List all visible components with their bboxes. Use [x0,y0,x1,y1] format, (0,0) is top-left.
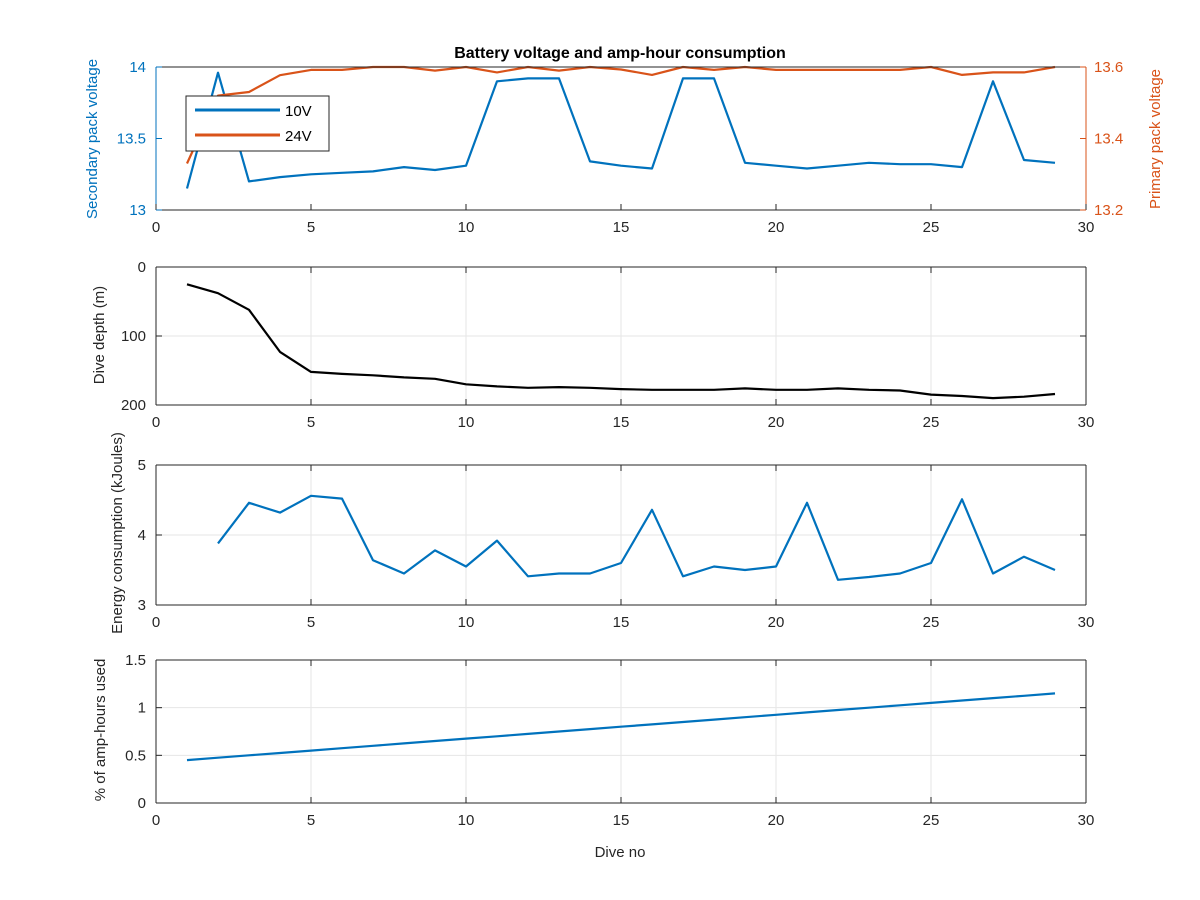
energy-x-tick-label: 30 [1078,614,1095,631]
primary-voltage-axis-label: Primary pack voltage [1147,69,1164,209]
voltage-y2-tick-label: 13.4 [1094,131,1123,148]
x-axis-label: Dive no [595,844,646,861]
energy-x-tick-label: 20 [768,614,785,631]
voltage-x-tick-label: 10 [458,219,475,236]
depth-x-tick-label: 5 [307,414,315,431]
voltage-series-line-24v [185,65,1056,164]
energy-y-tick-label: 4 [138,527,146,544]
voltage-y2-tick-label: 13.6 [1094,59,1123,76]
energy-x-tick-label: 5 [307,614,315,631]
amphours-x-tick-label: 30 [1078,812,1095,829]
energy-x-tick-label: 25 [923,614,940,631]
voltage-y-tick-label: 13.5 [117,131,146,148]
voltage-x-tick-label: 15 [613,219,630,236]
voltage-y-tick-label: 13 [129,202,146,219]
amphours-x-tick-label: 25 [923,812,940,829]
depth-panel: Dive depth (m) 0 5 10 15 20 25 30 0 100 200 [91,259,1094,431]
voltage-x-tick-label: 5 [307,219,315,236]
voltage-y2-tick-label: 13.2 [1094,202,1123,219]
amphours-x-tick-label: 5 [307,812,315,829]
energy-x-tick-label: 15 [613,614,630,631]
energy-y-tick-label: 5 [138,457,146,474]
voltage-y-tick-label: 14 [129,59,146,76]
amphours-x-tick-label: 10 [458,812,475,829]
amphours-x-tick-label: 20 [768,812,785,829]
voltage-x-tick-label: 20 [768,219,785,236]
amphours-x-tick-label: 15 [613,812,630,829]
legend-label-10v: 10V [285,103,312,120]
amphours-panel: % of amp-hours used Dive no 0 5 10 15 20 25 30… [92,652,1094,861]
depth-y-tick-label: 0 [138,259,146,276]
voltage-x-tick-label: 30 [1078,219,1095,236]
depth-x-tick-label: 15 [613,414,630,431]
amphours-axis-label: % of amp-hours used [92,659,109,802]
depth-x-tick-label: 25 [923,414,940,431]
energy-panel: Energy consumption (kJoules) 0 5 10 15 20 25 3… [109,432,1094,634]
amphours-y-tick-label: 1 [138,700,146,717]
depth-y-tick-label: 100 [121,328,146,345]
energy-x-tick-label: 0 [152,614,160,631]
energy-y-tick-label: 3 [138,597,146,614]
legend-box [185,95,330,152]
voltage-x-tick-label: 25 [923,219,940,236]
depth-x-tick-label: 30 [1078,414,1095,431]
energy-series-line-0 [217,494,1056,581]
depth-x-tick-label: 0 [152,414,160,431]
chart-title: Battery voltage and amp-hour consumption [454,45,786,62]
depth-x-tick-label: 20 [768,414,785,431]
amphours-y-tick-label: 1.5 [125,652,146,669]
depth-x-tick-label: 10 [458,414,475,431]
voltage-panel: Battery voltage and amp-hour consumption… [84,45,1164,236]
energy-axis-label: Energy consumption (kJoules) [109,432,126,634]
energy-x-tick-label: 10 [458,614,475,631]
amphours-x-tick-label: 0 [152,812,160,829]
legend: 10V 24V [185,95,330,152]
voltage-x-tick-label: 0 [152,219,160,236]
secondary-voltage-axis-label: Secondary pack voltage [84,59,101,219]
amphours-series-line-0 [186,692,1056,762]
legend-label-24v: 24V [285,128,312,145]
depth-axis-label: Dive depth (m) [91,286,108,384]
amphours-y-tick-label: 0.5 [125,747,146,764]
amphours-y-tick-label: 0 [138,795,146,812]
voltage-series-line-10v [185,71,1056,189]
depth-series-line-0 [186,283,1056,400]
depth-y-tick-label: 200 [121,397,146,414]
